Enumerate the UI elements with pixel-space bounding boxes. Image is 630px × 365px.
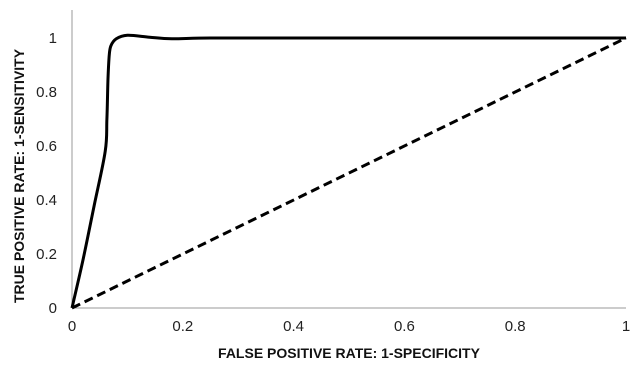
- ticks-layer: 0 0.2 0.4 0.6 0.8 1 0 0.2 0.4 0.6 0.8 1: [36, 30, 630, 335]
- series-layer: [70, 33, 627, 310]
- x-tick-label: 0.8: [505, 318, 526, 335]
- y-axis-label: TRUE POSITIVE RATE: 1-SENSITIVITY: [11, 48, 27, 303]
- y-tick-label: 0.6: [36, 138, 57, 155]
- x-tick-label: 0: [68, 318, 76, 335]
- y-tick-label: 0.2: [36, 246, 57, 263]
- y-tick-label: 0.4: [36, 192, 57, 209]
- y-tick-label: 1: [49, 30, 57, 47]
- x-tick-label: 0.6: [394, 318, 415, 335]
- roc-curve-line: [70, 33, 626, 309]
- y-tick-label: 0: [49, 300, 57, 317]
- axes: [71, 10, 626, 309]
- x-tick-label: 0.4: [283, 318, 304, 335]
- y-tick-label: 0.8: [36, 84, 57, 101]
- x-tick-label: 0.2: [172, 318, 193, 335]
- x-tick-label: 1: [622, 318, 630, 335]
- x-axis-label: FALSE POSITIVE RATE: 1-SPECIFICITY: [218, 345, 481, 361]
- reference-diagonal-line: [71, 36, 627, 310]
